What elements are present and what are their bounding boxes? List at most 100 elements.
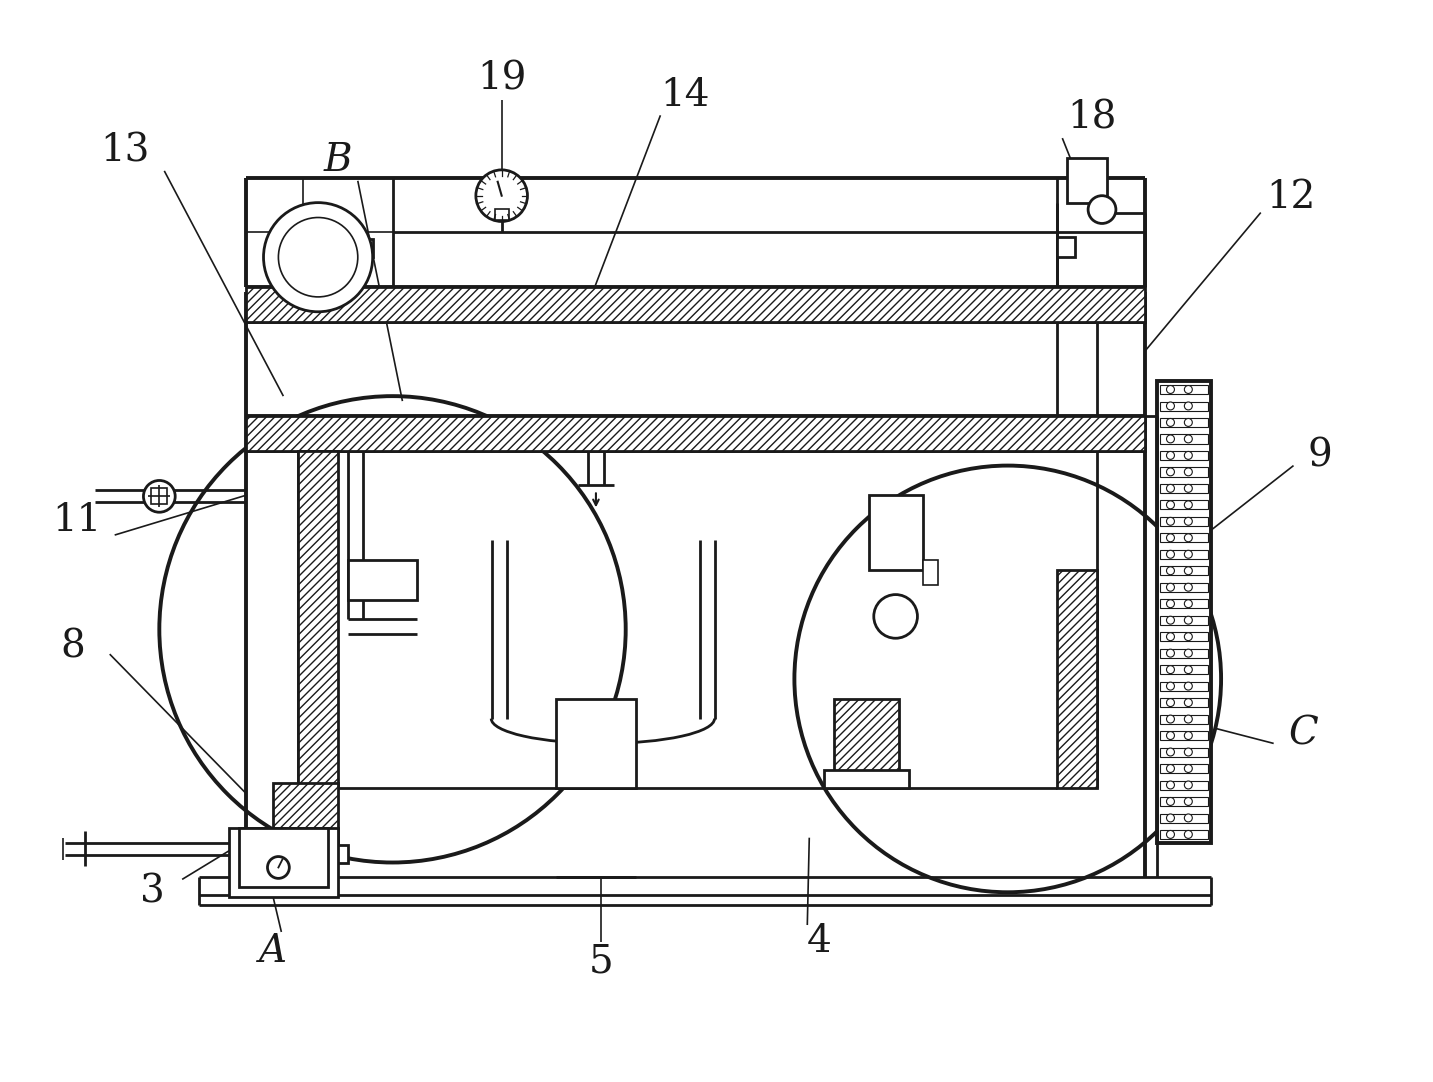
Bar <box>1159 467 1208 476</box>
Text: 19: 19 <box>477 61 526 97</box>
Text: 5: 5 <box>589 944 613 980</box>
Circle shape <box>1184 682 1192 690</box>
Text: 8: 8 <box>60 629 86 665</box>
Circle shape <box>1166 814 1175 822</box>
Circle shape <box>1184 501 1192 509</box>
Circle shape <box>1166 633 1175 641</box>
Bar <box>245 287 1145 321</box>
Circle shape <box>1184 649 1192 657</box>
Circle shape <box>1166 781 1175 789</box>
Circle shape <box>874 595 917 638</box>
Bar <box>1159 517 1208 526</box>
Text: 3: 3 <box>140 874 165 911</box>
Circle shape <box>1184 814 1192 822</box>
Circle shape <box>1184 731 1192 739</box>
Circle shape <box>1166 451 1175 460</box>
Circle shape <box>1184 467 1192 476</box>
Circle shape <box>1184 485 1192 492</box>
Circle shape <box>1184 567 1192 575</box>
Bar <box>1156 381 1211 843</box>
Bar <box>358 242 368 250</box>
Bar <box>1058 237 1075 258</box>
Circle shape <box>1166 617 1175 624</box>
Bar <box>1159 797 1208 806</box>
Text: 11: 11 <box>53 502 102 539</box>
Bar <box>824 770 909 788</box>
Bar <box>1159 550 1208 559</box>
Bar <box>1159 599 1208 608</box>
Bar <box>1159 649 1208 658</box>
Bar <box>1159 435 1208 444</box>
Circle shape <box>1166 485 1175 492</box>
Bar <box>1159 682 1208 690</box>
Bar <box>274 783 338 862</box>
Circle shape <box>1184 551 1192 558</box>
Bar <box>1159 385 1208 394</box>
Bar <box>1159 731 1208 740</box>
Circle shape <box>1166 517 1175 525</box>
Circle shape <box>1184 451 1192 460</box>
Circle shape <box>1166 649 1175 657</box>
Circle shape <box>268 857 289 879</box>
Text: 12: 12 <box>1265 180 1315 216</box>
Circle shape <box>1166 583 1175 591</box>
Circle shape <box>1184 699 1192 707</box>
Bar <box>556 699 636 788</box>
Text: B: B <box>324 143 353 180</box>
Circle shape <box>1184 765 1192 773</box>
Bar <box>1159 780 1208 790</box>
Circle shape <box>278 217 358 296</box>
Text: 4: 4 <box>807 923 831 961</box>
Circle shape <box>1184 748 1192 756</box>
Bar <box>239 828 328 887</box>
Circle shape <box>476 170 527 222</box>
Circle shape <box>143 480 175 512</box>
Circle shape <box>264 202 373 312</box>
Bar <box>1058 570 1098 788</box>
Bar <box>923 559 939 584</box>
Text: 9: 9 <box>1308 437 1333 474</box>
Bar <box>348 559 417 599</box>
Circle shape <box>1166 435 1175 443</box>
Bar <box>494 209 509 221</box>
Circle shape <box>1184 533 1192 542</box>
Circle shape <box>1166 748 1175 756</box>
Circle shape <box>1184 419 1192 426</box>
Circle shape <box>1166 403 1175 410</box>
Bar <box>152 488 168 504</box>
Bar <box>1159 484 1208 493</box>
Bar <box>353 239 373 258</box>
Circle shape <box>1184 403 1192 410</box>
Circle shape <box>1166 665 1175 674</box>
Circle shape <box>1166 419 1175 426</box>
Bar <box>1159 533 1208 542</box>
Bar <box>264 845 348 862</box>
Circle shape <box>1184 633 1192 641</box>
Bar <box>245 415 1145 451</box>
Bar <box>1159 632 1208 642</box>
Bar <box>1159 764 1208 774</box>
Bar <box>1159 583 1208 592</box>
Circle shape <box>1166 831 1175 839</box>
Bar <box>1159 814 1208 822</box>
Circle shape <box>1184 599 1192 608</box>
Bar <box>1159 451 1208 460</box>
Bar <box>834 699 898 788</box>
Circle shape <box>1184 583 1192 591</box>
Circle shape <box>1184 831 1192 839</box>
Circle shape <box>1166 765 1175 773</box>
Bar <box>1159 418 1208 427</box>
Circle shape <box>1166 599 1175 608</box>
Circle shape <box>1184 617 1192 624</box>
Circle shape <box>1184 435 1192 443</box>
Circle shape <box>1166 533 1175 542</box>
Bar <box>1159 616 1208 624</box>
Circle shape <box>1166 797 1175 805</box>
Text: A: A <box>259 934 288 971</box>
Circle shape <box>1166 682 1175 690</box>
Bar <box>1159 698 1208 708</box>
Circle shape <box>1166 385 1175 394</box>
Text: 13: 13 <box>100 132 149 170</box>
Circle shape <box>1166 551 1175 558</box>
Bar <box>229 828 338 897</box>
